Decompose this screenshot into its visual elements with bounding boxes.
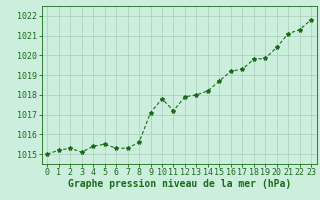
X-axis label: Graphe pression niveau de la mer (hPa): Graphe pression niveau de la mer (hPa) xyxy=(68,179,291,189)
